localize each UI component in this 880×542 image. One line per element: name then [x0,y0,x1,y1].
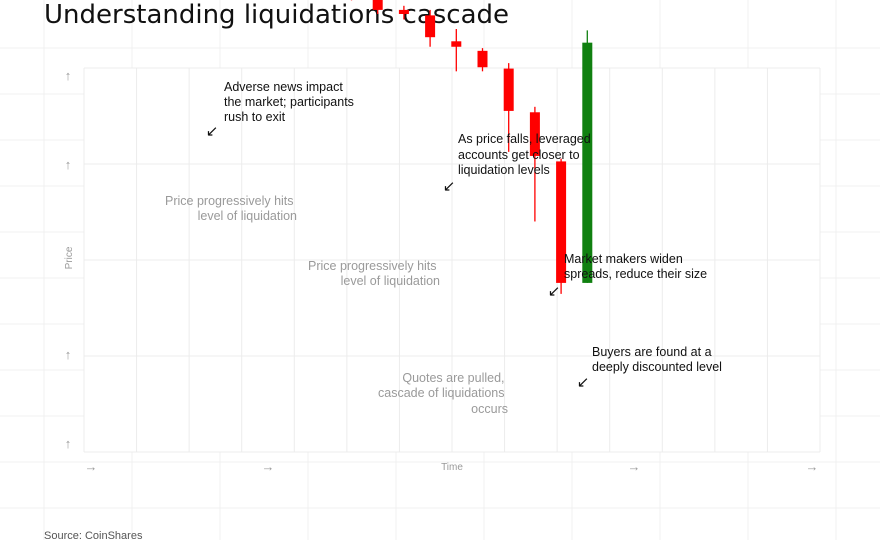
annotation-dark: Buyers are found at a deeply discounted … [592,345,722,374]
candle-down [503,68,514,111]
y-axis-arrow: ↑ [65,157,72,172]
annotation-arrow-icon: ↙ [206,123,219,140]
y-axis-arrow: ↑ [65,347,72,362]
candle-down [529,112,540,156]
candles [350,0,593,294]
x-axis-arrow: → [85,459,98,474]
y-axis-label: Price [64,246,75,269]
annotation-dark: Adverse news impact the market; particip… [224,80,357,124]
candle-down [477,50,488,68]
candle-down [556,161,567,283]
candle-down [451,41,462,47]
annotation-dark: Market makers widen spreads, reduce thei… [564,252,707,281]
y-axis-arrow: ↑ [65,436,72,451]
x-axis-arrow: → [262,459,275,474]
annotation-gray: Price progressively hits level of liquid… [165,194,297,223]
y-axis-arrow: ↑ [65,68,72,83]
annotation-dark: As price falls, leveraged accounts get c… [458,132,594,177]
candle-up [582,42,593,283]
annotation-arrow-icon: ↙ [577,374,590,391]
x-axis-label: Time [441,462,463,473]
candle-down [398,9,409,14]
x-axis-arrow: → [628,459,641,474]
candle-down [372,0,383,10]
source-note: Source: CoinShares [44,530,143,542]
candle-down [425,15,436,38]
annotation-gray: Quotes are pulled, cascade of liquidatio… [378,371,508,416]
annotation-gray: Price progressively hits level of liquid… [308,259,440,288]
annotation-arrow-icon: ↙ [548,283,561,300]
annotation-arrow-icon: ↙ [443,178,456,195]
x-axis-arrow: → [806,459,819,474]
plot-grid [83,67,821,453]
